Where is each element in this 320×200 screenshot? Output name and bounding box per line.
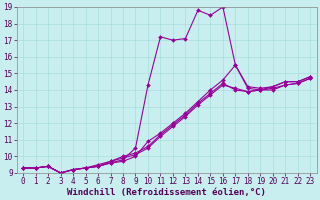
X-axis label: Windchill (Refroidissement éolien,°C): Windchill (Refroidissement éolien,°C) [67,188,266,197]
